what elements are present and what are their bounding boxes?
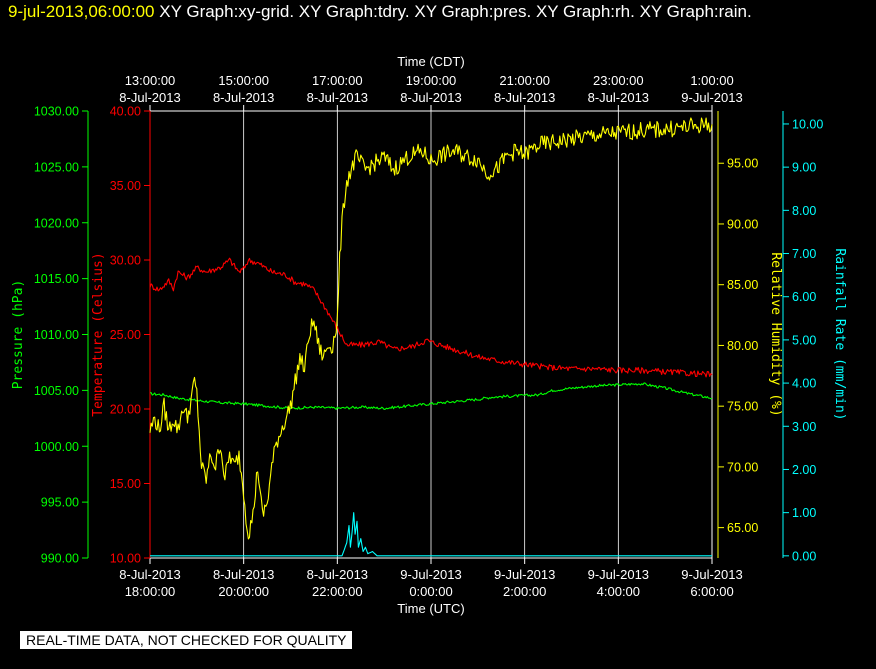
grid-lines <box>149 110 713 559</box>
rain-tick-label: 10.00 <box>792 117 823 131</box>
top-tick-time: 21:00:00 <box>499 73 550 88</box>
top-tick-date: 8-Jul-2013 <box>400 90 461 105</box>
rain-tick-label: 9.00 <box>792 161 816 175</box>
rain-tick-label: 6.00 <box>792 290 816 304</box>
pressure-tick-label: 1020.00 <box>34 216 79 230</box>
bottom-tick-time: 18:00:00 <box>125 584 176 599</box>
temperature-tick-label: 15.00 <box>110 477 141 491</box>
bottom-tick-time: 4:00:00 <box>597 584 640 599</box>
top-tick-date: 8-Jul-2013 <box>119 90 180 105</box>
top-tick-time: 13:00:00 <box>125 73 176 88</box>
pressure-tick-label: 1015.00 <box>34 272 79 286</box>
axes <box>82 105 789 564</box>
rain-tick-label: 8.00 <box>792 204 816 218</box>
temperature-tick-label: 35.00 <box>110 179 141 193</box>
temperature-tick-label: 10.00 <box>110 552 141 566</box>
humidity-tick-label: 95.00 <box>727 157 758 171</box>
top-tick-time: 15:00:00 <box>218 73 269 88</box>
bottom-tick-time: 22:00:00 <box>312 584 363 599</box>
bottom-tick-time: 6:00:00 <box>690 584 733 599</box>
top-tick-date: 9-Jul-2013 <box>681 90 742 105</box>
chart-header: 9-jul-2013,06:00:00 XY Graph:xy-grid. XY… <box>8 2 752 22</box>
top-tick-date: 8-Jul-2013 <box>307 90 368 105</box>
rain-tick-label: 5.00 <box>792 333 816 347</box>
top-tick-time: 23:00:00 <box>593 73 644 88</box>
series-tdry-line <box>149 257 713 378</box>
bottom-tick-date: 9-Jul-2013 <box>494 567 555 582</box>
pressure-tick-label: 1010.00 <box>34 328 79 342</box>
bottom-tick-date: 9-Jul-2013 <box>681 567 742 582</box>
top-tick-date: 8-Jul-2013 <box>213 90 274 105</box>
bottom-tick-date: 9-Jul-2013 <box>400 567 461 582</box>
rain-tick-label: 4.00 <box>792 377 816 391</box>
humidity-tick-label: 80.00 <box>727 339 758 353</box>
top-axis-label: Time (CDT) <box>397 54 464 69</box>
axis-labels: 13:00:00 8-Jul-2013 8-Jul-2013 18:00:00 15:0… <box>11 54 847 616</box>
bottom-axis-label: Time (UTC) <box>397 601 464 616</box>
temperature-axis-label: Temperature (Celsius) <box>91 252 106 416</box>
temperature-tick-label: 30.00 <box>110 254 141 268</box>
series-layer <box>149 117 713 557</box>
pressure-tick-label: 1005.00 <box>34 384 79 398</box>
bottom-tick-time: 0:00:00 <box>409 584 452 599</box>
bottom-tick-time: 2:00:00 <box>503 584 546 599</box>
pressure-tick-label: 1030.00 <box>34 105 79 119</box>
series-rain-line <box>150 512 712 557</box>
top-tick-date: 8-Jul-2013 <box>588 90 649 105</box>
pressure-tick-label: 1000.00 <box>34 440 79 454</box>
temperature-tick-label: 40.00 <box>110 105 141 119</box>
humidity-tick-label: 85.00 <box>727 278 758 292</box>
rain-tick-label: 1.00 <box>792 506 816 520</box>
graph-titles: XY Graph:xy-grid. XY Graph:tdry. XY Grap… <box>159 2 752 21</box>
rain-tick-label: 3.00 <box>792 420 816 434</box>
rain-tick-label: 7.00 <box>792 247 816 261</box>
humidity-axis-label: Relative Humidity (%) <box>768 252 783 416</box>
temperature-tick-label: 25.00 <box>110 328 141 342</box>
pressure-axis-label: Pressure (hPa) <box>11 280 26 390</box>
pressure-tick-label: 990.00 <box>41 552 79 566</box>
bottom-tick-date: 8-Jul-2013 <box>307 567 368 582</box>
top-tick-date: 8-Jul-2013 <box>494 90 555 105</box>
humidity-tick-label: 90.00 <box>727 217 758 231</box>
humidity-tick-label: 65.00 <box>727 521 758 535</box>
top-tick-time: 1:00:00 <box>690 73 733 88</box>
bottom-tick-time: 20:00:00 <box>218 584 269 599</box>
bottom-tick-date: 9-Jul-2013 <box>588 567 649 582</box>
top-tick-time: 17:00:00 <box>312 73 363 88</box>
top-tick-time: 19:00:00 <box>406 73 457 88</box>
bottom-tick-date: 8-Jul-2013 <box>119 567 180 582</box>
series-pres-line <box>150 382 713 411</box>
rain-tick-label: 0.00 <box>792 549 816 563</box>
series-rh-line <box>149 117 713 540</box>
timestamp: 9-jul-2013,06:00:00 <box>8 2 155 21</box>
pressure-tick-label: 995.00 <box>41 496 79 510</box>
temperature-tick-label: 20.00 <box>110 403 141 417</box>
humidity-tick-label: 75.00 <box>727 400 758 414</box>
rain-tick-label: 2.00 <box>792 463 816 477</box>
pressure-tick-label: 1025.00 <box>34 160 79 174</box>
quality-notice: REAL-TIME DATA, NOT CHECKED FOR QUALITY <box>20 631 353 649</box>
humidity-tick-label: 70.00 <box>727 460 758 474</box>
bottom-tick-date: 8-Jul-2013 <box>213 567 274 582</box>
rain-axis-label: Rainfall Rate (mm/min) <box>832 248 847 420</box>
